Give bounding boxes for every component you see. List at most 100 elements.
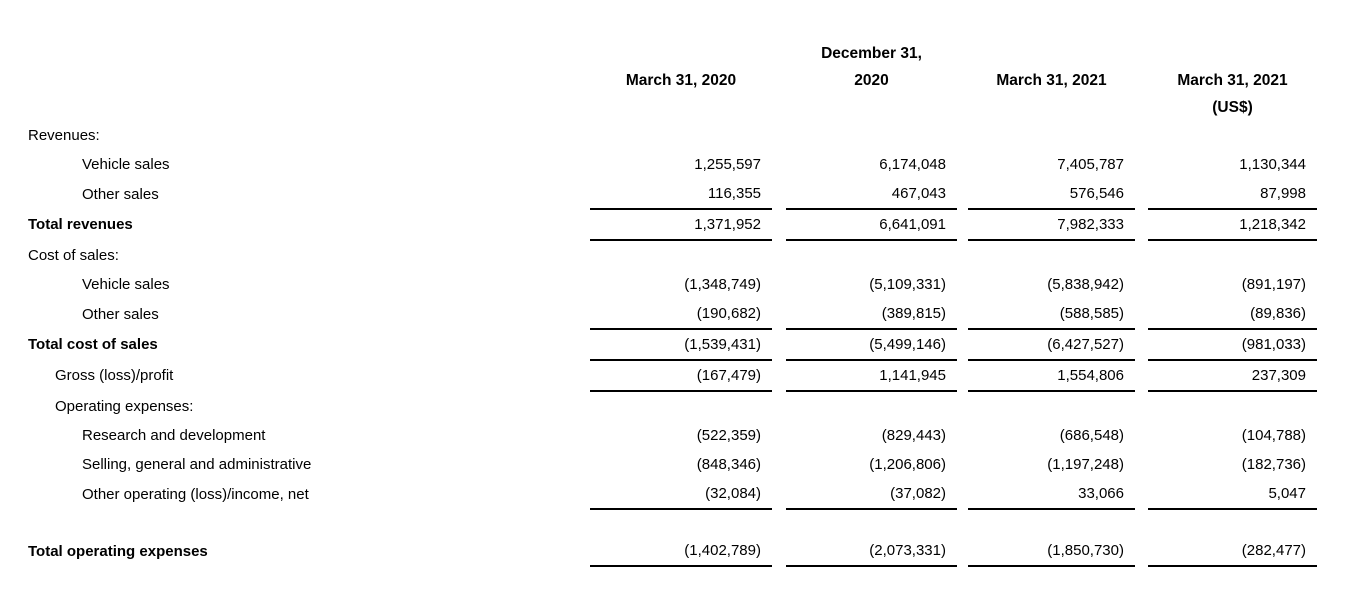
column-gap (1135, 329, 1148, 360)
header-line: 2020 (854, 72, 889, 89)
value-cell-col2: 1,141,945 (786, 360, 957, 392)
header-row: March 31, 2020 December 31, 2020 March 31… (0, 40, 1317, 121)
column-gap (772, 479, 786, 509)
table-row: Other sales (190,682) (389,815) (588,585… (0, 299, 1317, 330)
header-line (590, 94, 772, 121)
column-gap (1135, 179, 1148, 209)
value-cell-col2 (786, 391, 957, 421)
column-gap (1135, 536, 1148, 566)
column-gap (957, 179, 968, 209)
header-line (1148, 40, 1317, 67)
row-label: Selling, general and administrative (82, 456, 312, 473)
value-cell-col1: (848,346) (696, 456, 761, 473)
value-cell-col3: (686,548) (1059, 427, 1124, 444)
table-header: March 31, 2020 December 31, 2020 March 31… (0, 40, 1317, 121)
column-gap (957, 536, 968, 566)
column-header-col3: March 31, 2021 (968, 40, 1135, 121)
row-label: Other sales (82, 305, 159, 323)
header-line: March 31, 2020 (625, 72, 737, 89)
value-cell-col4: 5,047 (1148, 479, 1317, 510)
value-cell-col2: 467,043 (786, 179, 957, 210)
row-label: Other sales (82, 185, 159, 203)
value-cell-col3 (968, 391, 1135, 421)
value-cell-col2 (786, 121, 957, 150)
value-cell-col3: (1,197,248) (1047, 456, 1124, 473)
value-cell-col4: 237,309 (1148, 360, 1317, 392)
header-line: March 31, 2021 (996, 72, 1107, 89)
column-gap (1135, 150, 1148, 179)
value-cell-col4: 87,998 (1148, 179, 1317, 210)
column-gap (1135, 240, 1148, 270)
column-gap (772, 421, 786, 450)
value-cell-col4 (1148, 240, 1317, 270)
header-line (786, 94, 957, 121)
value-cell-col1: (190,682) (590, 299, 772, 330)
value-cell-col2: (2,073,331) (786, 536, 957, 567)
header-line: March 31, 2021 (1177, 72, 1288, 89)
table-row: Vehicle sales 1,255,597 6,174,048 7,405,… (0, 150, 1317, 179)
table-row: Selling, general and administrative (848… (0, 450, 1317, 479)
column-gap (957, 40, 968, 121)
row-label: Cost of sales: (28, 246, 119, 264)
value-cell-col3: 576,546 (968, 179, 1135, 210)
value-cell-col2: (5,499,146) (786, 329, 957, 361)
column-gap (772, 299, 786, 329)
value-cell-col2: 6,641,091 (786, 209, 957, 241)
value-cell-col3: 7,982,333 (968, 209, 1135, 241)
value-cell-col2: (1,206,806) (869, 456, 946, 473)
value-cell-col1: 1,255,597 (694, 156, 761, 173)
column-gap (957, 329, 968, 360)
column-gap (1135, 360, 1148, 391)
table-row: Research and development (522,359) (829,… (0, 421, 1317, 450)
column-gap (772, 150, 786, 179)
header-line: (US$) (1212, 99, 1253, 116)
value-cell-col4: (282,477) (1148, 536, 1317, 567)
value-cell-col4: 1,130,344 (1239, 156, 1306, 173)
value-cell-col3: (6,427,527) (968, 329, 1135, 361)
value-cell-col3: 33,066 (968, 479, 1135, 510)
value-cell-col1: (1,348,749) (684, 276, 761, 293)
column-gap (772, 209, 786, 240)
row-label: Revenues: (28, 127, 100, 144)
row-label: Total cost of sales (28, 336, 158, 353)
value-cell-col3: (1,850,730) (968, 536, 1135, 567)
column-gap (957, 150, 968, 179)
column-gap (957, 240, 968, 270)
value-cell-col1: 1,371,952 (590, 209, 772, 241)
row-label: Other operating (loss)/income, net (82, 485, 309, 503)
column-gap (772, 360, 786, 391)
value-cell-col4: (981,033) (1148, 329, 1317, 361)
table-row: Total cost of sales (1,539,431) (5,499,1… (0, 329, 1317, 361)
header-label-spacer (0, 40, 590, 121)
value-cell-col2: (389,815) (786, 299, 957, 330)
table-row: Vehicle sales (1,348,749) (5,109,331) (5… (0, 270, 1317, 299)
table-row: Total revenues 1,371,952 6,641,091 7,982… (0, 209, 1317, 241)
value-cell-col4: (182,736) (1241, 456, 1306, 473)
table-row: Operating expenses: (0, 391, 1317, 421)
row-label: Total revenues (28, 216, 133, 233)
header-line: December 31, (821, 45, 922, 62)
value-cell-col4 (1148, 391, 1317, 421)
value-cell-col3: 7,405,787 (1057, 156, 1124, 173)
header-line (968, 94, 1135, 121)
column-header-col1: March 31, 2020 (590, 40, 772, 121)
row-label: Research and development (82, 427, 266, 444)
value-cell-col1 (590, 121, 772, 150)
value-cell-col4 (1148, 121, 1317, 150)
header-line (968, 40, 1135, 67)
row-label: Vehicle sales (82, 156, 170, 173)
value-cell-col3: (5,838,942) (1047, 276, 1124, 293)
value-cell-col1: (1,539,431) (590, 329, 772, 361)
column-header-col4: March 31, 2021 (US$) (1148, 40, 1317, 121)
table-row: Gross (loss)/profit (167,479) 1,141,945 … (0, 360, 1317, 392)
column-gap (957, 270, 968, 299)
column-gap (957, 360, 968, 391)
table-row: Other operating (loss)/income, net (32,0… (0, 479, 1317, 510)
column-gap (1135, 209, 1148, 240)
table-row: Cost of sales: (0, 240, 1317, 270)
column-header-col2: December 31, 2020 (786, 40, 957, 121)
column-gap (772, 329, 786, 360)
value-cell-col1: (522,359) (696, 427, 761, 444)
value-cell-col3: 1,554,806 (968, 360, 1135, 392)
column-gap (957, 450, 968, 479)
